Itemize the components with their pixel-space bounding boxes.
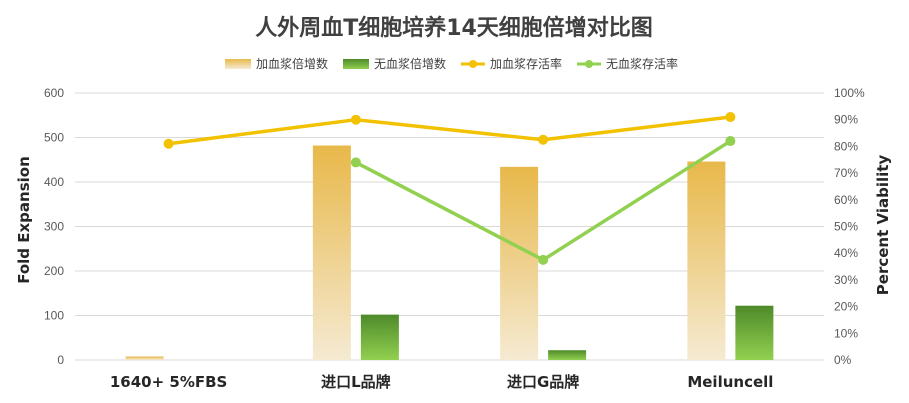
y2-axis-title: Percent Viability bbox=[874, 155, 892, 296]
category-label: 进口G品牌 bbox=[507, 373, 579, 391]
legend-label: 加血浆倍增数 bbox=[256, 56, 328, 71]
y2-tick-label: 80% bbox=[834, 139, 858, 153]
y-tick-label: 100 bbox=[44, 309, 64, 323]
category-label: 进口L品牌 bbox=[321, 373, 391, 391]
legend-item: 无血浆存活率 bbox=[577, 56, 678, 71]
legend-swatch bbox=[225, 59, 251, 69]
category-label: 1640+ 5%FBS bbox=[110, 373, 228, 391]
legend-label: 加血浆存活率 bbox=[490, 56, 562, 71]
bars bbox=[125, 145, 774, 360]
y-tick-label: 0 bbox=[57, 353, 64, 367]
legend-marker bbox=[469, 60, 477, 68]
y2-tick-label: 90% bbox=[834, 113, 858, 127]
y-tick-label: 500 bbox=[44, 131, 64, 145]
bar-plasma bbox=[687, 161, 726, 360]
legend-item: 无血浆倍增数 bbox=[343, 56, 446, 71]
y-axis-title: Fold Expansion bbox=[15, 156, 33, 284]
line-no-plasma-viability bbox=[355, 139, 732, 262]
bar-plasma bbox=[125, 356, 164, 360]
chart-title: 人外周血T细胞培养14天细胞倍增对比图 bbox=[255, 15, 653, 41]
lines bbox=[163, 112, 736, 265]
line-point bbox=[350, 114, 361, 125]
line-point bbox=[538, 134, 549, 145]
line-point bbox=[163, 138, 174, 149]
y-tick-label: 400 bbox=[44, 175, 64, 189]
bar-plasma bbox=[312, 145, 351, 360]
y2-tick-label: 60% bbox=[834, 193, 858, 207]
bar-no-plasma bbox=[548, 350, 587, 360]
y2-tick-label: 70% bbox=[834, 166, 858, 180]
y-tick-label: 300 bbox=[44, 220, 64, 234]
bar-no-plasma bbox=[735, 305, 774, 360]
line-point bbox=[725, 112, 736, 123]
legend: 加血浆倍增数 无血浆倍增数 加血浆存活率 无血浆存活率 bbox=[225, 56, 678, 71]
y2-tick-label: 10% bbox=[834, 326, 858, 340]
y2-tick-label: 100% bbox=[834, 86, 865, 100]
y-tick-label: 200 bbox=[44, 264, 64, 278]
line-point bbox=[350, 157, 361, 168]
right-axis: 0% 10% 20% 30% 40% 50% 60% 70% 80% 90% 100% bbox=[834, 86, 865, 367]
legend-marker bbox=[585, 60, 593, 68]
legend-item: 加血浆存活率 bbox=[461, 56, 562, 71]
legend-label: 无血浆倍增数 bbox=[374, 56, 446, 71]
legend-label: 无血浆存活率 bbox=[606, 56, 678, 71]
category-label: Meiluncell bbox=[687, 373, 773, 391]
y-tick-label: 600 bbox=[44, 86, 64, 100]
line-plasma-viability bbox=[168, 115, 731, 146]
y2-tick-label: 0% bbox=[834, 353, 852, 367]
grid bbox=[75, 92, 824, 361]
left-axis: 0 100 200 300 400 500 600 bbox=[44, 86, 64, 367]
y2-tick-label: 20% bbox=[834, 300, 858, 314]
legend-swatch bbox=[343, 59, 369, 69]
y2-tick-label: 40% bbox=[834, 246, 858, 260]
bar-no-plasma bbox=[360, 314, 399, 360]
y2-tick-label: 50% bbox=[834, 220, 858, 234]
line-point bbox=[725, 136, 736, 147]
bar-plasma bbox=[500, 166, 539, 360]
legend-item: 加血浆倍增数 bbox=[225, 56, 328, 71]
y2-tick-label: 30% bbox=[834, 273, 858, 287]
category-labels: 1640+ 5%FBS 进口L品牌 进口G品牌 Meiluncell bbox=[110, 373, 774, 391]
line-point bbox=[538, 254, 549, 265]
